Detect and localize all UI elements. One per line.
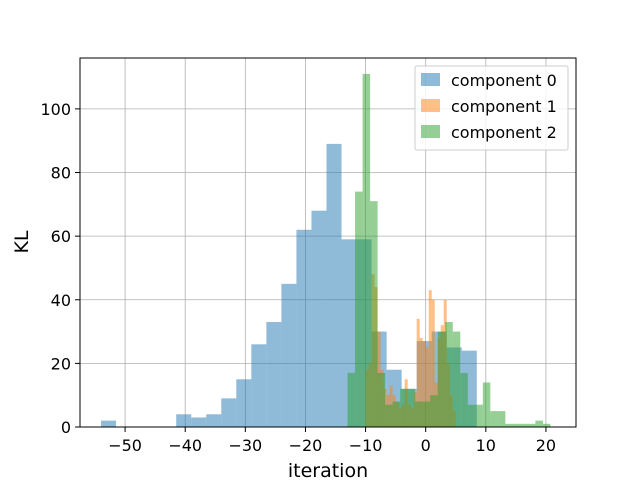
histogram-bars xyxy=(101,73,551,427)
bar-component-2 xyxy=(542,423,551,427)
bar-component-0 xyxy=(206,414,222,427)
bar-component-2 xyxy=(505,423,513,427)
bar-component-0 xyxy=(236,379,252,427)
legend-label-2: component 2 xyxy=(451,123,557,142)
y-axis-label: KL xyxy=(11,230,33,253)
bar-component-0 xyxy=(281,283,297,427)
y-tick-label: 40 xyxy=(51,291,71,310)
legend: component 0 component 1 component 2 xyxy=(414,65,569,151)
bar-component-2 xyxy=(385,404,393,427)
bar-component-2 xyxy=(407,388,416,427)
legend-box xyxy=(414,65,569,151)
x-tick-label: −50 xyxy=(108,436,142,455)
bar-component-2 xyxy=(512,423,521,427)
bar-component-0 xyxy=(101,420,117,427)
x-tick-label: −40 xyxy=(168,436,202,455)
bar-component-2 xyxy=(460,372,468,427)
x-tick-label: 20 xyxy=(536,436,556,455)
legend-swatch-2 xyxy=(421,125,440,138)
bar-component-2 xyxy=(347,372,356,427)
bar-component-2 xyxy=(362,73,371,427)
bar-component-2 xyxy=(415,401,423,427)
bar-component-2 xyxy=(370,201,378,427)
bar-component-2 xyxy=(520,423,528,427)
bar-component-0 xyxy=(191,417,207,427)
bar-component-2 xyxy=(497,411,506,427)
bar-component-2 xyxy=(482,382,491,427)
bar-component-2 xyxy=(535,420,543,427)
legend-swatch-1 xyxy=(421,99,440,112)
bar-component-2 xyxy=(452,331,461,427)
x-tick-label: −10 xyxy=(349,436,383,455)
y-tick-label: 80 xyxy=(51,164,71,183)
y-tick-label: 0 xyxy=(61,418,71,437)
y-tick-label: 20 xyxy=(51,354,71,373)
x-axis-ticks: −50 −40 −30 −20 −10 0 10 20 xyxy=(108,427,556,455)
bar-component-2 xyxy=(467,404,476,427)
bar-component-0 xyxy=(311,210,327,427)
bar-component-1 xyxy=(416,318,420,427)
bar-component-2 xyxy=(490,411,498,427)
bar-component-2 xyxy=(475,404,483,427)
x-tick-label: −20 xyxy=(289,436,323,455)
bar-component-2 xyxy=(422,401,431,427)
bar-component-2 xyxy=(437,331,446,427)
bar-component-0 xyxy=(266,322,282,427)
x-axis-label: iteration xyxy=(288,460,368,480)
y-tick-label: 60 xyxy=(51,227,71,246)
bar-component-2 xyxy=(400,388,408,427)
bar-component-2 xyxy=(392,401,401,427)
bar-component-1 xyxy=(419,337,423,427)
bar-component-2 xyxy=(430,395,438,427)
y-tick-label: 100 xyxy=(40,100,71,119)
legend-label-1: component 1 xyxy=(451,97,557,116)
bar-component-0 xyxy=(251,344,267,427)
bar-component-2 xyxy=(527,423,536,427)
bar-component-2 xyxy=(377,372,386,427)
x-tick-label: 0 xyxy=(421,436,431,455)
x-tick-label: −30 xyxy=(228,436,262,455)
bar-component-0 xyxy=(296,229,312,427)
bar-component-1 xyxy=(428,290,432,427)
x-tick-label: 10 xyxy=(476,436,496,455)
bar-component-1 xyxy=(425,347,429,427)
legend-label-0: component 0 xyxy=(451,71,557,90)
y-axis-ticks: 0 20 40 60 80 100 xyxy=(40,100,80,437)
bar-component-0 xyxy=(221,398,237,427)
bar-component-2 xyxy=(445,322,453,427)
bar-component-0 xyxy=(326,143,342,427)
legend-swatch-0 xyxy=(421,73,440,86)
bar-component-2 xyxy=(355,191,363,427)
bar-component-0 xyxy=(176,414,192,427)
plot-frame xyxy=(79,57,577,428)
bar-component-1 xyxy=(422,341,426,427)
bar-component-1 xyxy=(431,299,435,427)
